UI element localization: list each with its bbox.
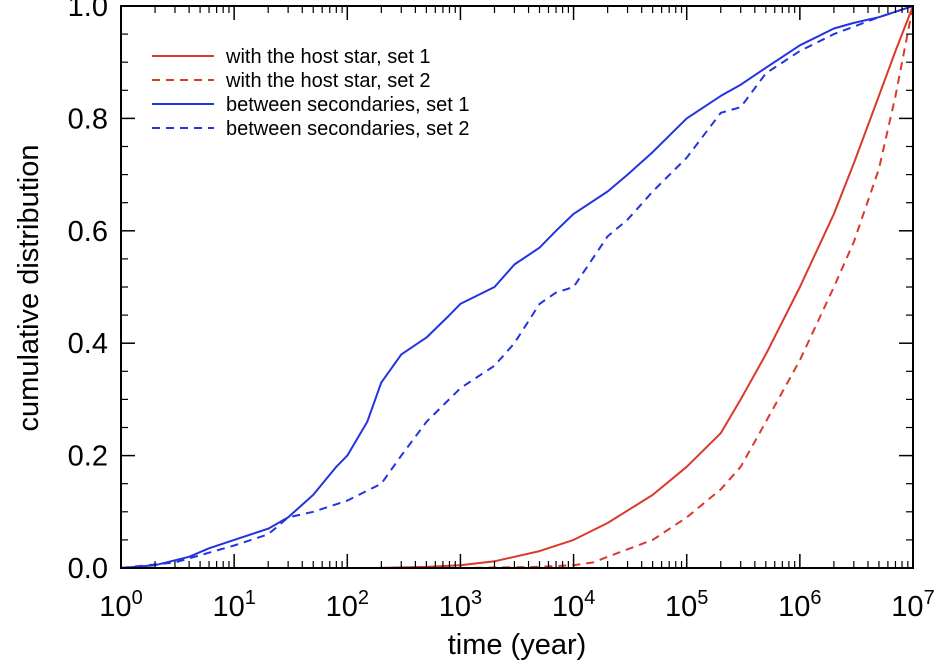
- y-tick-label: 0.4: [68, 328, 108, 360]
- legend-label-2: with the host star, set 2: [225, 70, 431, 92]
- x-tick-label: 103: [439, 587, 482, 623]
- series-line-2: [460, 5, 914, 569]
- series-line-3: [120, 5, 914, 569]
- y-axis-title: cumulative distribution: [13, 145, 45, 432]
- tick-labels-layer: 100 101 102 103 104 105 106 107 0.0 0.2 0.4 0.6 0.8 1…: [68, 0, 935, 623]
- legend-label-3: between secondaries, set 1: [226, 94, 470, 116]
- y-tick-label: 0.0: [68, 553, 108, 585]
- y-tick-label: 0.2: [68, 441, 108, 473]
- y-tick-label: 0.6: [68, 216, 108, 248]
- x-tick-label: 100: [99, 587, 142, 623]
- x-tick-label: 102: [326, 587, 369, 623]
- x-tick-label: 105: [665, 587, 708, 623]
- legend-label-1: with the host star, set 1: [225, 46, 431, 68]
- series-line-4: [120, 5, 914, 569]
- legend-label-4: between secondaries, set 2: [226, 118, 470, 140]
- series-line-1: [376, 5, 914, 569]
- x-tick-label: 106: [778, 587, 821, 623]
- y-tick-label: 1.0: [68, 0, 108, 23]
- ticks-layer: [120, 5, 914, 569]
- x-tick-label: 104: [552, 587, 595, 623]
- x-axis-title: time (year): [448, 629, 587, 661]
- y-tick-label: 0.8: [68, 103, 108, 135]
- x-tick-label: 101: [212, 587, 255, 623]
- x-tick-label: 107: [891, 587, 934, 623]
